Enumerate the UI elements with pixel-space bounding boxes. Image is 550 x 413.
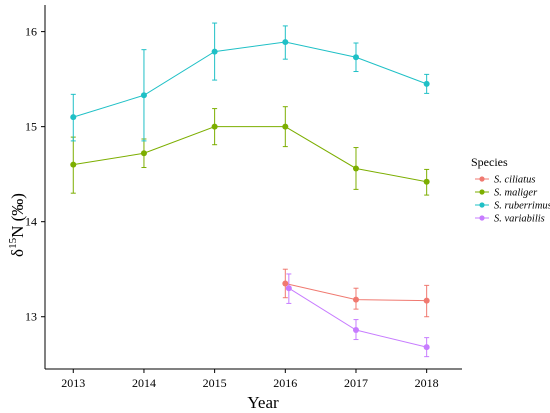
data-point [352,165,359,172]
y-tick-label: 16 [25,25,37,39]
data-point [352,54,359,61]
data-point [282,39,289,46]
data-point [282,280,289,287]
data-point [211,123,218,130]
series-group [285,273,430,358]
x-tick-label: 2015 [203,376,227,390]
x-tick-label: 2013 [61,376,85,390]
y-tick-label: 14 [25,215,37,229]
data-point [70,114,77,121]
legend-label: S. ruberrimus [494,201,550,212]
data-point [423,344,430,351]
data-point [70,161,77,168]
legend-label: S. ciliatus [494,175,535,186]
y-axis-title-superscript: 15 [7,237,19,249]
legend-title: Species [471,155,508,169]
data-point [282,123,289,130]
y-axis-title: δ15N (‰) [7,193,27,257]
series-group [70,106,430,196]
series-line [73,41,427,118]
tick-layer: 2013 2014 2015 2016 2017 2018 13 14 15 16 [25,25,439,390]
series-group [282,268,430,318]
data-point [352,296,359,303]
data-point [352,327,359,334]
data-point [423,80,430,87]
y-axis-title-rest: N (‰) [8,193,27,238]
legend: Species S. ciliatus S. maliger S. ruberrim… [471,155,550,225]
data-point [423,178,430,185]
axes [44,5,462,370]
series-line [288,287,427,348]
x-tick-label: 2014 [132,376,156,390]
series-line [73,126,427,183]
x-tick-label: 2017 [344,376,368,390]
y-tick-label: 13 [25,310,37,324]
legend-key-point [479,215,485,221]
data-point [423,297,430,304]
legend-key-point [479,176,485,182]
data-point [285,285,292,292]
data-point [140,92,147,99]
legend-label: S. maliger [494,188,538,199]
legend-key-point [479,202,485,208]
legend-label: S. variabilis [494,214,545,225]
series-layer [70,22,430,358]
series-group [70,22,430,142]
x-tick-label: 2016 [273,376,297,390]
x-axis-title: Year [247,393,279,412]
y-tick-label: 15 [25,120,37,134]
y-axis-title-delta: δ [8,249,27,257]
data-point [140,150,147,157]
data-point [211,48,218,55]
x-tick-label: 2018 [415,376,439,390]
legend-key-point [479,189,485,195]
